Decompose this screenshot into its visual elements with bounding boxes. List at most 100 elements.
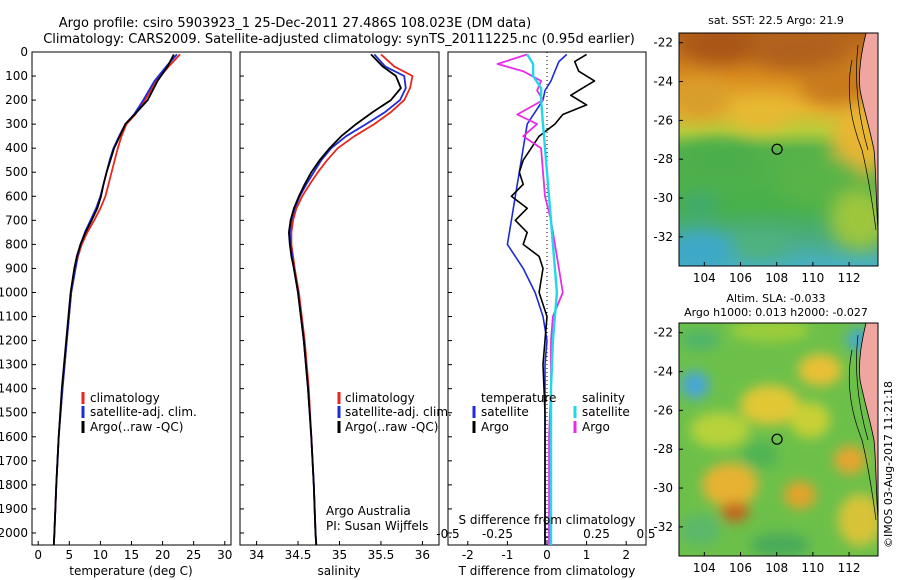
ytick-label: 400: [5, 141, 28, 155]
ytick-label: 1700: [0, 454, 28, 468]
annotation-argo-australia: Argo Australia: [326, 504, 411, 518]
map-xtick-label: 112: [838, 561, 861, 575]
series-s-satellite: [526, 53, 559, 545]
sst-map-frame: [678, 32, 879, 267]
ytick-label: 800: [5, 237, 28, 251]
coastline-1: [859, 33, 878, 231]
map-ytick-label: -26: [653, 403, 673, 417]
xtick-s-label: 0.25: [583, 527, 610, 541]
map-xtick-label: 108: [765, 561, 788, 575]
annotation-pi: PI: Susan Wijffels: [326, 519, 428, 533]
xtick-t-label: 1: [583, 548, 591, 562]
map-ytick-label: -30: [653, 191, 673, 205]
ytick-label: 600: [5, 189, 28, 203]
float-location-marker: [771, 433, 783, 445]
legend-argo: Argo(..raw -QC): [90, 420, 183, 434]
ytick-label: 1200: [0, 334, 28, 348]
xtick-t-label: -1: [501, 548, 513, 562]
salinity-panel: [239, 51, 440, 546]
sla-map: [679, 323, 878, 556]
map-ytick-label: -32: [653, 520, 673, 534]
xtick-label: 0: [34, 548, 42, 562]
legend-t-satellite: satellite: [481, 405, 529, 419]
xtick-label: 34.5: [285, 548, 312, 562]
ytick-label: 900: [5, 261, 28, 275]
map-ytick-label: -26: [653, 113, 673, 127]
xtick-label: 30: [217, 548, 232, 562]
xtick-label: 34: [249, 548, 264, 562]
temperature-series: [52, 53, 181, 545]
xtick-label: 35: [332, 548, 347, 562]
coastline-2: [859, 323, 878, 521]
legend-argo: Argo(..raw -QC): [345, 420, 438, 434]
xtick-label: 25: [186, 548, 201, 562]
sla-map-title-2: Argo h1000: 0.013 h2000: -0.027: [684, 306, 868, 319]
ytick-label: 700: [5, 213, 28, 227]
legend-temperature-heading: temperature: [481, 391, 556, 405]
sst-field-patches: [679, 33, 878, 266]
series-argo: [52, 53, 175, 545]
difference-panel: [447, 51, 647, 546]
contour-2a: [848, 349, 877, 521]
imos-watermark: ©IMOS 03-Aug-2017 11:21:18: [882, 381, 895, 548]
series-t-argo: [510, 53, 596, 545]
difference-xlabel: T difference from climatology: [458, 564, 636, 578]
map-ytick-label: -22: [653, 326, 673, 340]
salinity-series: [287, 53, 414, 545]
xtick-label: 5: [65, 548, 73, 562]
difference-axes: -2 -1 0 1 2 -0.5 -0.25 0 0.25 0.5: [436, 51, 656, 562]
legend-climatology: climatology: [90, 391, 160, 405]
legend-s-argo: Argo: [582, 420, 610, 434]
sla-field-patches: [680, 323, 878, 556]
salinity-xlabel: salinity: [317, 564, 360, 578]
difference-top-label: S difference from climatology: [459, 513, 636, 527]
map-xtick-label: 110: [801, 271, 824, 285]
map-xtick-label: 104: [693, 271, 716, 285]
contour-2b: [856, 334, 869, 441]
xtick-label: 15: [124, 548, 139, 562]
float-location-marker: [771, 143, 783, 155]
ytick-label: 300: [5, 117, 28, 131]
map-ytick-label: -22: [653, 36, 673, 50]
map-xtick-label: 106: [729, 271, 752, 285]
difference-series: [496, 53, 596, 545]
ytick-label: 1000: [0, 285, 28, 299]
map-xtick-label: 112: [838, 271, 861, 285]
xtick-t-label: 0: [543, 548, 551, 562]
ytick-label: 100: [5, 69, 28, 83]
map-ytick-label: -28: [653, 152, 673, 166]
sla-map-axes: 104 106 108 110 112 -22 -24 -26 -28 -30 -32: [653, 326, 860, 575]
temperature-axes: 0100200300400500600700800900100011001200…: [0, 45, 232, 562]
ytick-label: 1100: [0, 310, 28, 324]
legend-t-argo: Argo: [481, 420, 509, 434]
legend-satellite: satellite-adj. clim.: [345, 405, 452, 419]
legend-salinity-heading: salinity: [582, 391, 625, 405]
legend-s-satellite: satellite: [582, 405, 630, 419]
ytick-label: 200: [5, 93, 28, 107]
header-line-2: Climatology: CARS2009. Satellite-adjuste…: [43, 32, 635, 47]
temperature-legend: climatology satellite-adj. clim. Argo(..…: [81, 391, 197, 434]
sla-map-title-1: Altim. SLA: -0.033: [726, 292, 825, 305]
xtick-t-label: -2: [462, 548, 474, 562]
ytick-label: 1600: [0, 430, 28, 444]
map-xtick-label: 106: [729, 561, 752, 575]
map-xtick-label: 108: [765, 271, 788, 285]
ytick-label: 1900: [0, 502, 28, 516]
temperature-xlabel: temperature (deg C): [69, 564, 192, 578]
xtick-label: 35.5: [368, 548, 395, 562]
xtick-label: 36: [415, 548, 430, 562]
legend-satellite: satellite-adj. clim.: [90, 405, 197, 419]
ytick-label: 1300: [0, 358, 28, 372]
xtick-s-label: 0.5: [636, 527, 655, 541]
difference-legend: temperature satellite Argo salinity sate…: [472, 391, 630, 434]
map-xtick-label: 110: [801, 561, 824, 575]
salinity-legend: climatology satellite-adj. clim. Argo(..…: [337, 391, 452, 434]
xtick-s-label: -0.5: [436, 527, 459, 541]
xtick-label: 10: [93, 548, 108, 562]
xtick-label: 20: [155, 548, 170, 562]
salinity-axes: 34 34.5 35 35.5 36: [240, 51, 430, 562]
xtick-s-label: -0.25: [482, 527, 513, 541]
map-xtick-label: 104: [693, 561, 716, 575]
xtick-s-label: 0: [543, 527, 551, 541]
contour-1b: [856, 44, 869, 151]
